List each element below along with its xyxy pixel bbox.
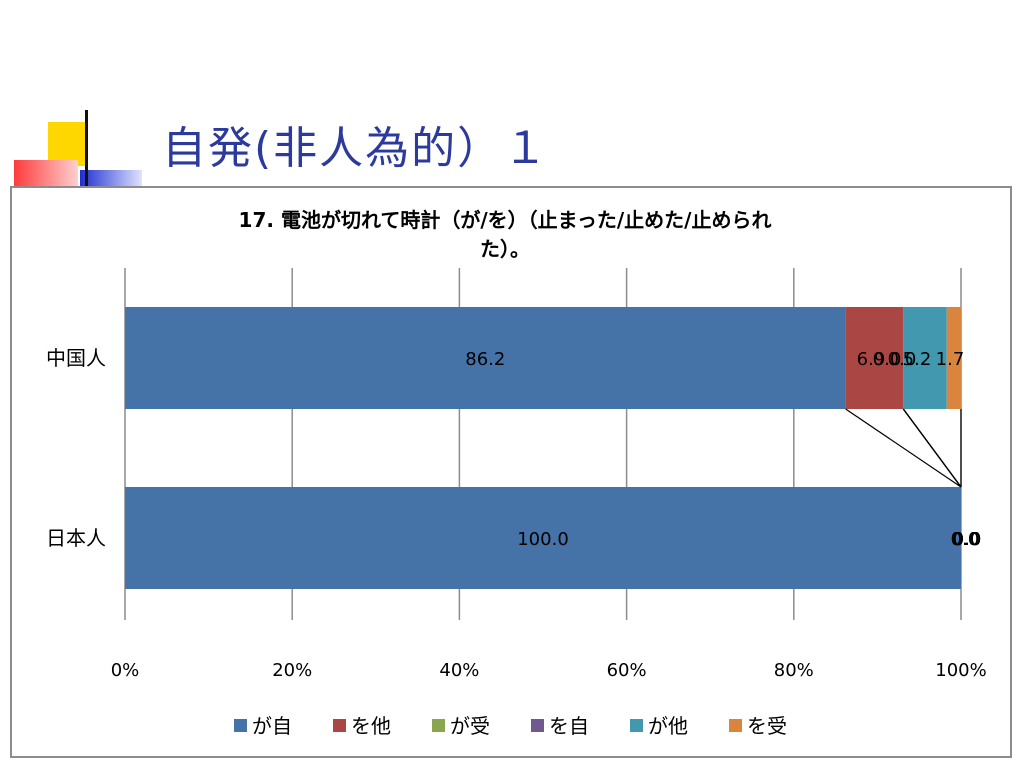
legend-swatch <box>729 719 742 732</box>
stacked-bar-chart: 17. 電池が切れて時計（が/を）（止まった/止めた/止められ た）。 86.2… <box>46 208 987 738</box>
leader-lines <box>845 408 962 488</box>
x-tick-label: 60% <box>607 660 647 681</box>
deco-yellow-square <box>48 122 88 166</box>
x-tick-label: 40% <box>439 660 479 681</box>
legend-label: が自 <box>252 714 292 738</box>
x-tick-label: 20% <box>272 660 312 681</box>
data-label: 1.7 <box>936 349 965 370</box>
data-label: 0.0 <box>953 529 982 550</box>
legend-swatch <box>630 719 643 732</box>
bar-segment <box>903 307 947 409</box>
bar-segment <box>946 307 961 409</box>
deco-vertical-line <box>85 110 88 188</box>
legend-swatch <box>333 719 346 732</box>
slide-title: 自発(非人為的）１ <box>162 123 550 174</box>
bar-segment <box>845 307 904 409</box>
data-label: 0.0 <box>951 529 980 550</box>
legend-label: を受 <box>747 714 787 738</box>
legend-swatch <box>432 719 445 732</box>
x-tick-label: 0% <box>111 660 140 681</box>
bar-segment <box>125 307 846 409</box>
legend: が自 を他 が受 を自 が他 を受 <box>234 714 787 738</box>
legend-label: が他 <box>648 714 688 738</box>
bars-group <box>125 307 961 589</box>
deco-red-bar <box>14 160 78 186</box>
legend-swatch <box>234 719 247 732</box>
data-label: 6.9 <box>857 349 886 370</box>
category-label: 日本人 <box>46 526 106 550</box>
data-label: 0.0 <box>953 529 982 550</box>
data-label: 5.2 <box>903 349 932 370</box>
data-label: 0.0 <box>873 349 902 370</box>
legend-label: を他 <box>351 714 391 738</box>
data-label: 0.0 <box>951 529 980 550</box>
leader-line <box>845 408 962 488</box>
leader-line <box>902 408 962 488</box>
legend-label: を自 <box>549 714 589 738</box>
deco-blue-bar <box>80 170 142 186</box>
legend-label: が受 <box>450 714 490 738</box>
legend-swatch <box>531 719 544 732</box>
data-label: 86.2 <box>465 349 505 370</box>
chart-title-line1: 17. 電池が切れて時計（が/を）（止まった/止めた/止められ <box>239 208 772 232</box>
x-tick-labels: 0% 20% 40% 60% 80% 100% <box>111 660 987 681</box>
category-label: 中国人 <box>46 346 106 370</box>
data-label: 100.0 <box>517 529 569 550</box>
chart-frame: 17. 電池が切れて時計（が/を）（止まった/止めた/止められ た）。 86.2… <box>10 186 1012 758</box>
x-tick-label: 80% <box>774 660 814 681</box>
chart-title-line2: た）。 <box>480 237 530 261</box>
data-label: 0.0 <box>888 349 917 370</box>
bar-segment <box>125 487 961 589</box>
data-label: 0.0 <box>953 529 982 550</box>
x-tick-label: 100% <box>935 660 986 681</box>
